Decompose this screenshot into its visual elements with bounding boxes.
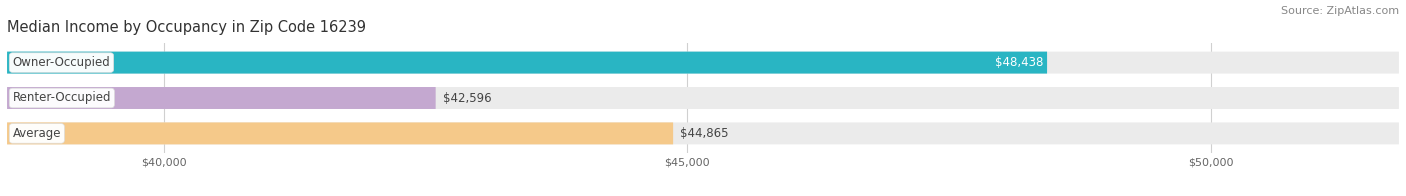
Text: Owner-Occupied: Owner-Occupied — [13, 56, 110, 69]
Text: $48,438: $48,438 — [994, 56, 1043, 69]
FancyBboxPatch shape — [7, 122, 673, 144]
Text: Renter-Occupied: Renter-Occupied — [13, 92, 111, 104]
FancyBboxPatch shape — [7, 52, 1047, 74]
FancyBboxPatch shape — [7, 52, 1399, 74]
Text: Source: ZipAtlas.com: Source: ZipAtlas.com — [1281, 6, 1399, 16]
Text: $42,596: $42,596 — [443, 92, 491, 104]
FancyBboxPatch shape — [7, 87, 1399, 109]
Text: Average: Average — [13, 127, 60, 140]
Text: Median Income by Occupancy in Zip Code 16239: Median Income by Occupancy in Zip Code 1… — [7, 20, 366, 35]
Text: $44,865: $44,865 — [681, 127, 728, 140]
FancyBboxPatch shape — [7, 87, 436, 109]
FancyBboxPatch shape — [7, 122, 1399, 144]
